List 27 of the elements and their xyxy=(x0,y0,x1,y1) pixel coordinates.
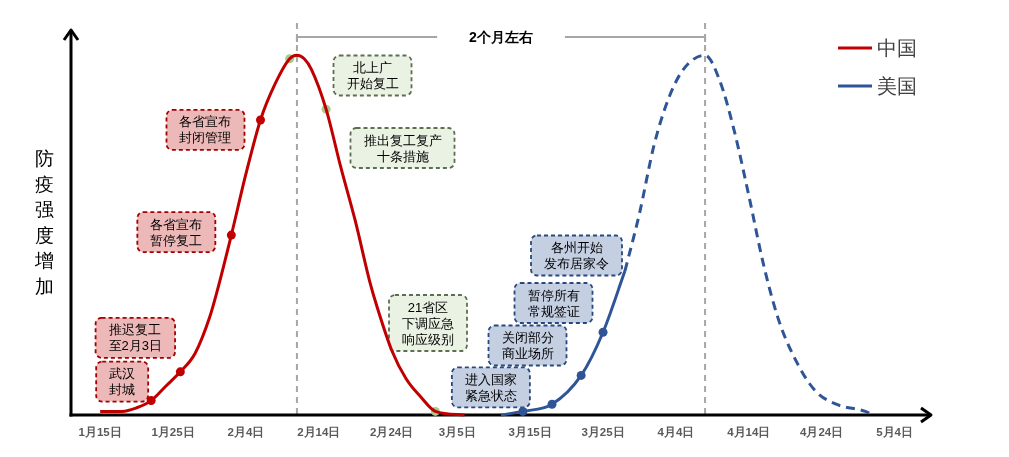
legend-label: 中国 xyxy=(877,37,917,59)
x-tick-label: 1月15日 xyxy=(78,426,122,438)
x-tick-label: 4月4日 xyxy=(657,426,695,438)
x-tick-label: 3月25日 xyxy=(581,426,625,438)
x-tick-label: 2月4日 xyxy=(227,426,265,438)
annotation: 进入国家紧急状态 xyxy=(464,371,517,403)
annotation: 推出复工复产十条措施 xyxy=(363,132,442,164)
x-tick-label: 4月24日 xyxy=(800,426,844,438)
x-tick-label: 1月25日 xyxy=(151,426,195,438)
annotation: 关闭部分商业场所 xyxy=(501,330,554,361)
text: 2个月左右 xyxy=(469,29,533,45)
x-tick-label: 5月4日 xyxy=(876,426,913,438)
legend-label: 美国 xyxy=(877,75,917,97)
annotation: 各省宣布暂停复工 xyxy=(150,216,203,248)
y-axis-title: 防疫强度增加 xyxy=(33,148,54,297)
x-tick-label: 2月24日 xyxy=(370,426,414,438)
annotation: 推迟复工至2月3日 xyxy=(108,322,163,354)
annotation: 武汉封城 xyxy=(109,366,136,398)
x-tick-label: 4月14日 xyxy=(727,426,771,438)
x-tick-label: 2月14日 xyxy=(297,426,341,438)
annotation: 北上广开始复工 xyxy=(346,60,399,91)
x-tick-label: 3月15日 xyxy=(508,426,552,438)
annotation: 21省区下调应急响应级别 xyxy=(402,299,454,347)
annotation: 各省宣布封闭管理 xyxy=(179,114,232,146)
x-tick-label: 3月5日 xyxy=(438,426,476,438)
annotation: 暂停所有常规签证 xyxy=(527,287,580,319)
annotation: 各州开始发布居家令 xyxy=(544,240,609,271)
